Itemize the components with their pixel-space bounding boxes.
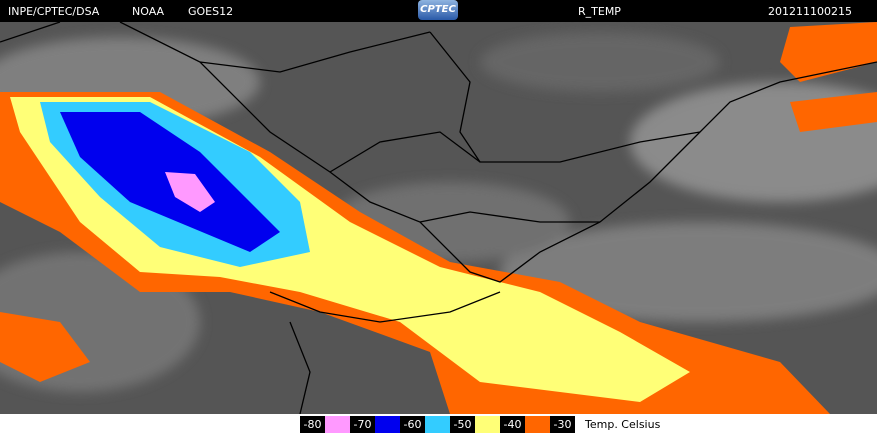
satellite-image bbox=[0, 22, 877, 414]
logo: CPTEC bbox=[418, 0, 458, 20]
legend-label: -80 bbox=[300, 416, 325, 433]
legend-swatch bbox=[425, 416, 450, 433]
legend-label: -60 bbox=[400, 416, 425, 433]
legend-swatch bbox=[325, 416, 350, 433]
legend-label: -70 bbox=[350, 416, 375, 433]
cloud-band bbox=[0, 22, 877, 414]
legend-caption: Temp. Celsius bbox=[585, 418, 661, 431]
legend-label: -30 bbox=[550, 416, 575, 433]
source: INPE/CPTEC/DSA bbox=[8, 5, 100, 18]
legend-label: -50 bbox=[450, 416, 475, 433]
legend-swatch bbox=[525, 416, 550, 433]
borders bbox=[0, 22, 877, 414]
timestamp: 201211100215 bbox=[768, 5, 852, 18]
header-bar: INPE/CPTEC/DSA NOAA GOES12 CPTEC R_TEMP … bbox=[0, 0, 877, 22]
product: R_TEMP bbox=[578, 5, 621, 18]
legend: -80 -70 -60 -50 -40 -30 Temp. Celsius bbox=[0, 414, 877, 434]
satellite: GOES12 bbox=[188, 5, 234, 18]
legend-swatch bbox=[375, 416, 400, 433]
legend-swatch bbox=[475, 416, 500, 433]
agency: NOAA bbox=[132, 5, 165, 18]
legend-label: -40 bbox=[500, 416, 525, 433]
